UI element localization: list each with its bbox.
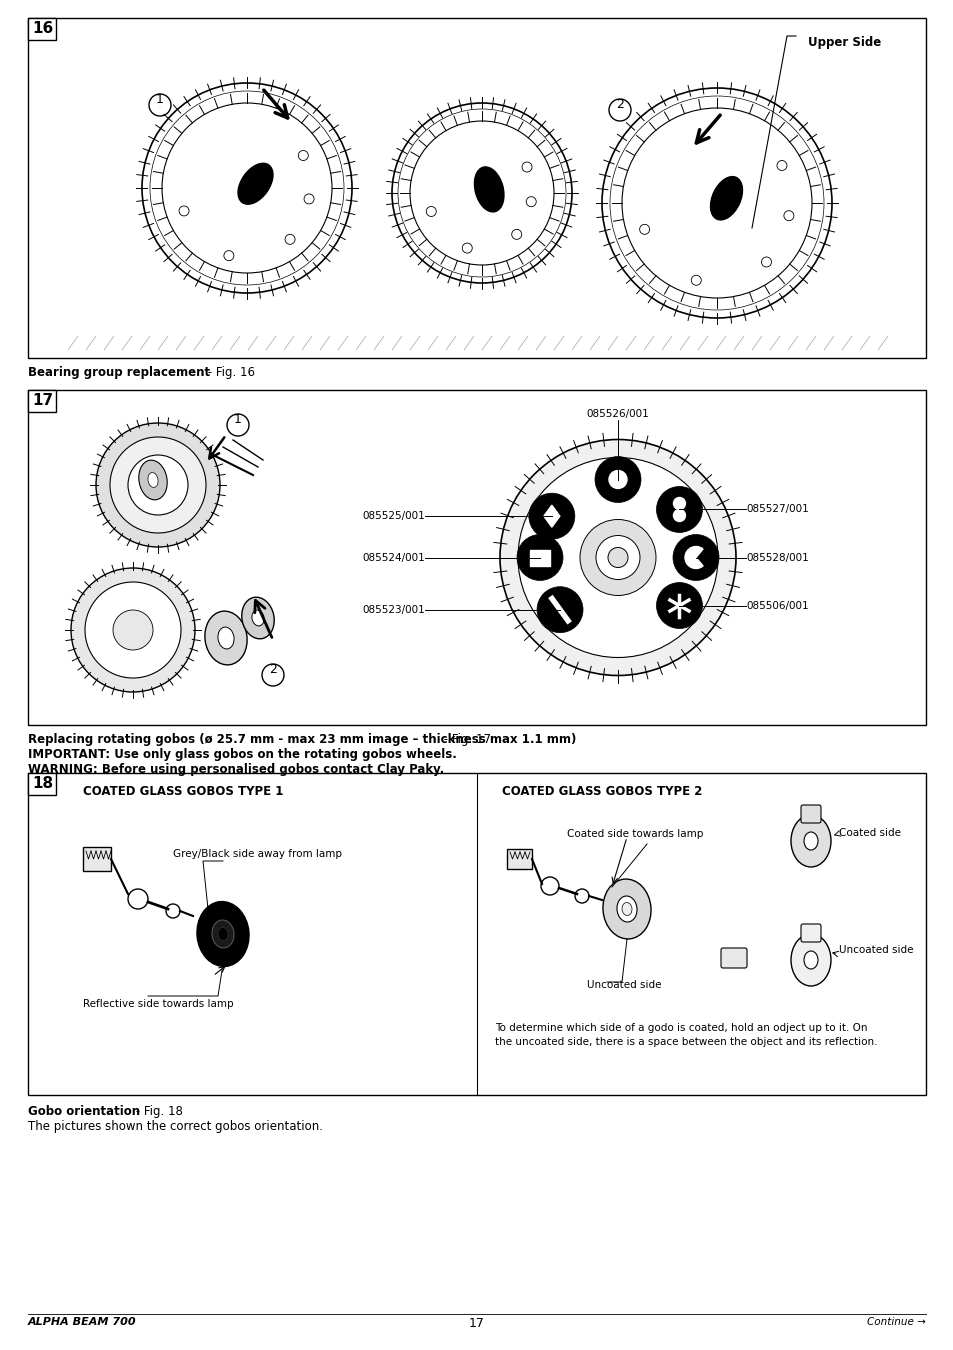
Text: Continue →: Continue → — [866, 1318, 925, 1327]
Ellipse shape — [148, 472, 158, 487]
Text: Upper Side: Upper Side — [807, 36, 881, 49]
Circle shape — [112, 610, 152, 649]
Circle shape — [601, 88, 831, 319]
Bar — [28, 390, 925, 725]
Text: Reflective side towards lamp: Reflective side towards lamp — [83, 999, 233, 1008]
Circle shape — [596, 536, 639, 579]
Text: 085526/001: 085526/001 — [586, 409, 649, 420]
Circle shape — [128, 890, 148, 909]
Text: - Fig. 18: - Fig. 18 — [132, 1106, 183, 1118]
Text: 085527/001: 085527/001 — [745, 505, 808, 514]
Circle shape — [540, 878, 558, 895]
Ellipse shape — [217, 626, 233, 649]
Circle shape — [595, 456, 640, 502]
Text: 085525/001: 085525/001 — [362, 512, 424, 521]
Circle shape — [607, 548, 627, 567]
Circle shape — [96, 423, 220, 547]
Bar — [28, 18, 925, 358]
Circle shape — [142, 82, 352, 293]
Bar — [28, 18, 56, 40]
Ellipse shape — [710, 177, 741, 220]
Ellipse shape — [790, 934, 830, 986]
Circle shape — [656, 582, 701, 629]
Text: 085524/001: 085524/001 — [362, 552, 424, 563]
Text: 085523/001: 085523/001 — [362, 605, 424, 614]
Circle shape — [392, 103, 572, 284]
Text: 17: 17 — [469, 1318, 484, 1330]
Text: Gobo orientation: Gobo orientation — [28, 1106, 140, 1118]
Circle shape — [673, 498, 685, 509]
Circle shape — [166, 904, 180, 918]
Text: 2: 2 — [269, 663, 276, 676]
Ellipse shape — [217, 927, 228, 941]
Text: Replacing rotating gobos (ø 25.7 mm - max 23 mm image – thickness max 1.1 mm): Replacing rotating gobos (ø 25.7 mm - ma… — [28, 733, 576, 747]
Ellipse shape — [138, 460, 167, 500]
Text: 1: 1 — [156, 93, 164, 107]
Circle shape — [528, 493, 575, 539]
Circle shape — [673, 509, 685, 521]
Ellipse shape — [621, 903, 631, 915]
Text: 085506/001: 085506/001 — [745, 601, 808, 610]
Bar — [28, 774, 56, 795]
Ellipse shape — [803, 832, 817, 850]
Circle shape — [608, 471, 626, 489]
Ellipse shape — [602, 879, 650, 940]
Circle shape — [517, 458, 718, 657]
Text: - Fig. 16: - Fig. 16 — [204, 366, 254, 379]
Circle shape — [85, 582, 181, 678]
Text: 085528/001: 085528/001 — [745, 552, 808, 563]
Text: 2: 2 — [616, 99, 623, 111]
Circle shape — [672, 535, 719, 580]
Circle shape — [110, 437, 206, 533]
Text: Uncoated side: Uncoated side — [586, 980, 660, 990]
Text: COATED GLASS GOBOS TYPE 2: COATED GLASS GOBOS TYPE 2 — [501, 784, 701, 798]
Text: IMPORTANT: Use only glass gobos on the rotating gobos wheels.: IMPORTANT: Use only glass gobos on the r… — [28, 748, 456, 761]
Text: - Fig. 17: - Fig. 17 — [439, 733, 491, 747]
FancyBboxPatch shape — [801, 923, 821, 942]
Text: 17: 17 — [32, 393, 53, 408]
Ellipse shape — [196, 902, 249, 967]
Circle shape — [499, 440, 735, 675]
Text: To determine which side of a godo is coated, hold an odject up to it. On: To determine which side of a godo is coa… — [495, 1023, 866, 1033]
Circle shape — [575, 890, 588, 903]
Polygon shape — [83, 846, 111, 871]
Text: 1: 1 — [233, 413, 242, 427]
Text: ALPHA BEAM 700: ALPHA BEAM 700 — [28, 1318, 136, 1327]
Ellipse shape — [212, 919, 233, 948]
Bar — [28, 390, 56, 412]
Circle shape — [656, 486, 701, 532]
Text: 16: 16 — [32, 22, 53, 36]
Circle shape — [579, 520, 656, 595]
FancyBboxPatch shape — [720, 948, 746, 968]
Text: WARNING: Before using personalised gobos contact Clay Paky.: WARNING: Before using personalised gobos… — [28, 763, 444, 776]
Circle shape — [537, 587, 582, 633]
Polygon shape — [543, 505, 559, 526]
Polygon shape — [506, 849, 532, 869]
Ellipse shape — [237, 163, 273, 204]
Ellipse shape — [241, 597, 274, 639]
Ellipse shape — [790, 815, 830, 867]
Wedge shape — [684, 547, 702, 568]
Circle shape — [517, 535, 562, 580]
Ellipse shape — [205, 612, 247, 666]
Circle shape — [128, 455, 188, 514]
Text: COATED GLASS GOBOS TYPE 1: COATED GLASS GOBOS TYPE 1 — [83, 784, 283, 798]
Text: 18: 18 — [32, 776, 53, 791]
Text: Coated side towards lamp: Coated side towards lamp — [566, 829, 702, 838]
Text: Bearing group replacement: Bearing group replacement — [28, 366, 210, 379]
Bar — [530, 549, 550, 566]
Bar — [28, 774, 925, 1095]
Text: Grey/Black side away from lamp: Grey/Black side away from lamp — [172, 849, 341, 859]
Ellipse shape — [252, 610, 264, 626]
Ellipse shape — [617, 896, 637, 922]
Text: Coated side: Coated side — [838, 828, 900, 838]
Ellipse shape — [474, 167, 503, 212]
FancyBboxPatch shape — [801, 805, 821, 823]
Text: the uncoated side, there is a space between the object and its reflection.: the uncoated side, there is a space betw… — [495, 1037, 877, 1048]
Circle shape — [71, 568, 194, 693]
Text: Uncoated side: Uncoated side — [838, 945, 913, 954]
Ellipse shape — [803, 950, 817, 969]
Text: The pictures shown the correct gobos orientation.: The pictures shown the correct gobos ori… — [28, 1120, 323, 1133]
